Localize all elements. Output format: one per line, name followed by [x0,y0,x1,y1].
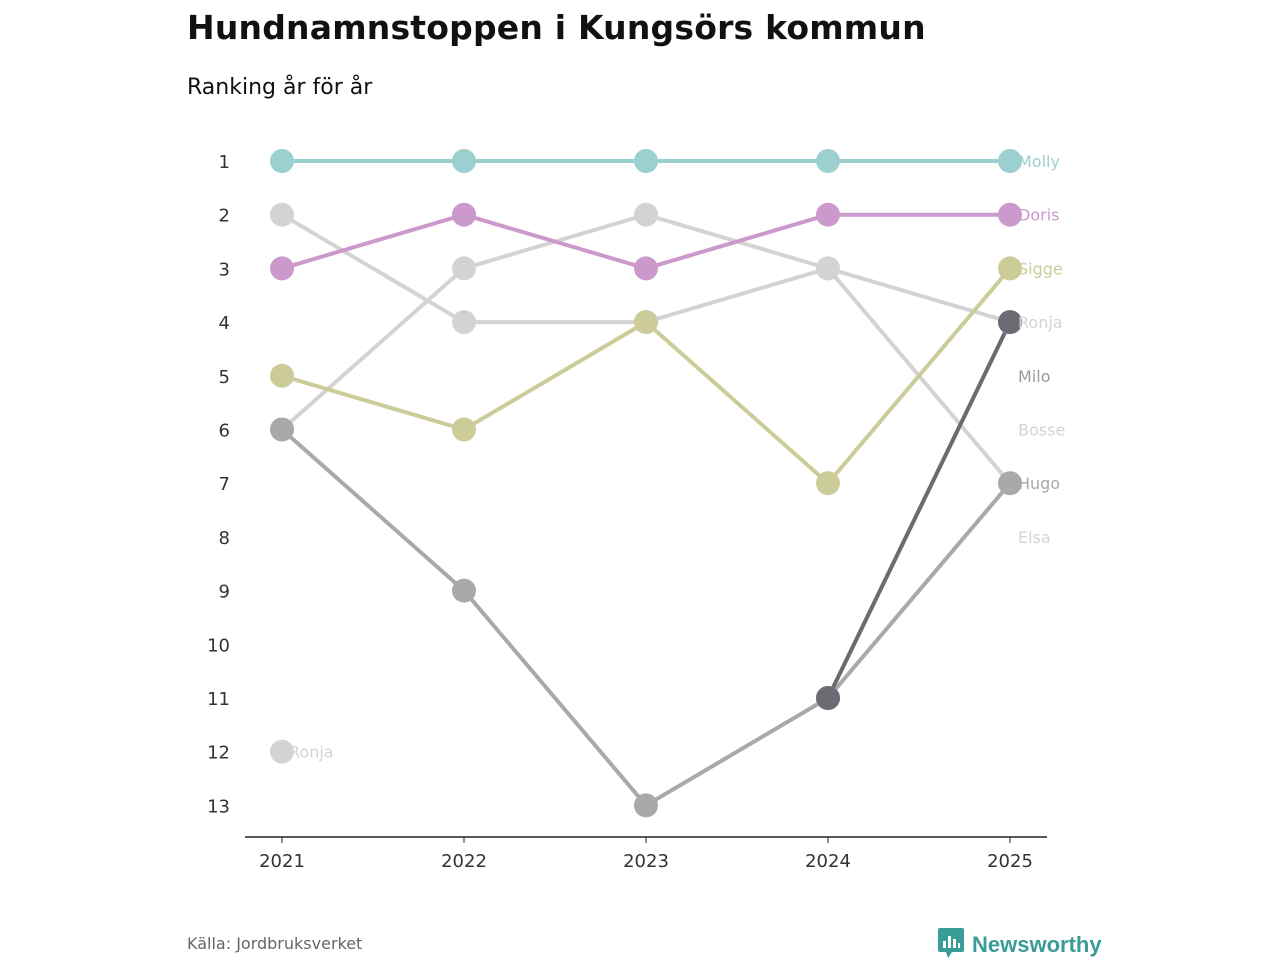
point-sigge [998,256,1022,281]
brand-label: Newsworthy [972,932,1102,957]
series-line-doris [280,212,466,271]
series-line-sigge [462,320,648,432]
brand-logo: Newsworthy [938,928,1102,962]
point-doris [270,256,294,281]
point-milo [998,310,1022,335]
point-sigge [270,363,294,388]
point-doris [634,256,658,281]
newsworthy-logo-icon [938,928,964,962]
series-line-bosse [644,266,830,325]
y-tick-label: 12 [207,743,230,764]
x-axis: 2021 2022 2023 2024 2025 [245,836,1047,872]
point-elsa [816,256,840,281]
end-label-bosse: Bosse [1018,421,1065,440]
point-molly [270,149,294,173]
end-label-molly: Molly [1018,152,1060,171]
y-tick-label: 7 [219,474,230,495]
point-molly [998,149,1022,173]
chart-subtitle: Ranking år för år [187,75,373,100]
point-hugo [452,578,476,603]
end-label-ronja: Ronja [1018,313,1063,332]
series-lines [280,159,1012,808]
chart-title: Hundnamnstoppen i Kungsörs kommun [187,8,926,47]
series-points [270,149,1022,818]
series-line-hugo [280,427,466,593]
point-ronja [270,739,294,764]
point-elsa [634,202,658,227]
point-doris [816,202,840,227]
end-labels: Ronja Molly Doris Sigge Ronja Milo Bosse Hugo El… [289,152,1065,762]
end-label-hugo: Hugo [1018,474,1060,493]
series-line-hugo [462,588,648,808]
point-sigge [634,310,658,335]
point-bosse [270,202,294,227]
point-bosse [452,310,476,335]
series-line-doris [644,212,830,271]
source-note: Källa: Jordbruksverket [187,934,363,953]
point-milo [816,686,840,710]
point-elsa [452,256,476,281]
point-molly [452,149,476,173]
y-tick-label: 10 [207,635,230,656]
point-hugo [634,793,658,818]
point-doris [452,202,476,227]
series-line-bosse [826,266,1012,325]
start-label-ronja: Ronja [289,743,334,762]
series-line-doris [462,212,648,271]
y-tick-label: 4 [219,313,230,334]
x-tick-label: 2024 [805,851,851,872]
end-label-sigge: Sigge [1018,259,1063,278]
y-tick-label: 6 [219,421,230,442]
point-hugo [998,471,1022,496]
point-sigge [816,471,840,496]
y-tick-label: 2 [219,206,230,227]
series-line-hugo [826,481,1012,700]
series-line-sigge [280,373,466,432]
end-label-milo: Milo [1018,367,1050,386]
point-doris [998,202,1022,227]
series-line-sigge [644,320,830,486]
x-tick-label: 2022 [441,851,487,872]
series-line-sigge [826,266,1012,486]
series-line-bosse [280,212,466,325]
point-sigge [452,417,476,442]
series-line-elsa [280,266,466,432]
series-line-milo [826,320,1012,700]
point-molly [634,149,658,173]
y-tick-label: 13 [207,796,230,817]
end-label-elsa: Elsa [1018,528,1051,547]
point-molly [816,149,840,173]
series-line-hugo [644,696,830,808]
y-tick-label: 1 [219,152,230,173]
y-tick-label: 5 [219,367,230,388]
point-hugo [270,417,294,442]
y-tick-label: 8 [219,528,230,549]
end-label-doris: Doris [1018,206,1059,225]
y-tick-label: 11 [207,689,230,710]
x-tick-label: 2023 [623,851,669,872]
y-tick-label: 9 [219,582,230,603]
x-tick-label: 2021 [259,851,305,872]
y-tick-label: 3 [219,259,230,280]
x-tick-label: 2025 [987,851,1033,872]
